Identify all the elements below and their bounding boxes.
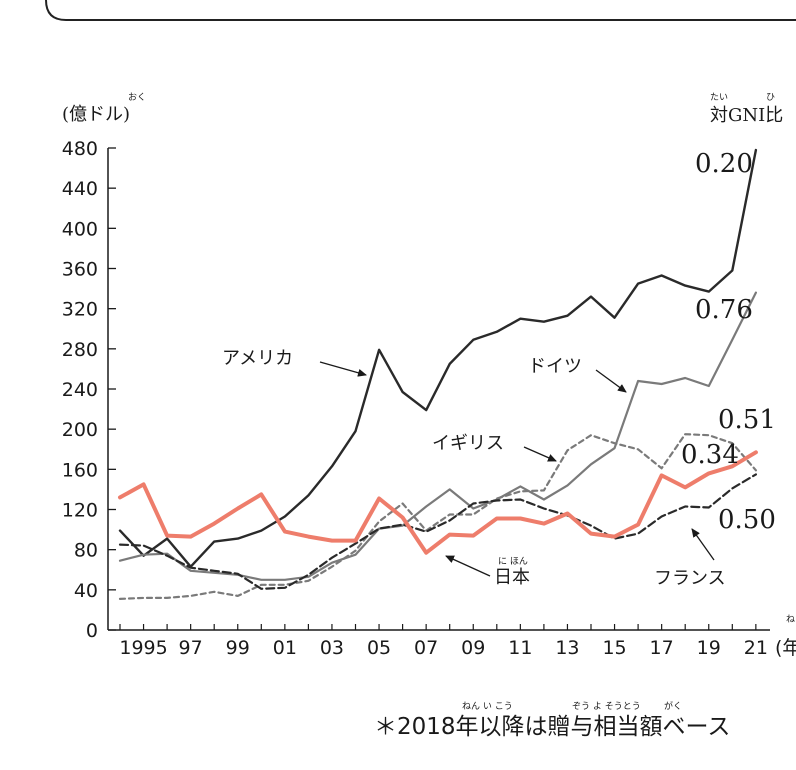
footnote-ruby-1: ねん い こう	[462, 701, 513, 712]
ratio-label-uk: 0.51	[718, 405, 776, 435]
x-tick-label: 01	[273, 637, 297, 659]
ratio-label-japan: 0.34	[681, 440, 739, 470]
y-tick-label: 120	[62, 500, 98, 522]
y-tick-label: 400	[62, 218, 98, 240]
ratio-label-france: 0.50	[718, 505, 776, 535]
x-tick-label: 07	[414, 637, 438, 659]
x-tick-label: 05	[367, 637, 391, 659]
x-tick-label: 03	[320, 637, 344, 659]
ratio-label-usa: 0.20	[695, 149, 753, 179]
label-japan-ruby: に ほん	[498, 556, 528, 567]
right-label-ruby-2: ひ	[766, 92, 775, 103]
x-tick-label: 19	[697, 637, 721, 659]
series-line-2	[118, 433, 758, 601]
x-tick-label: 13	[555, 637, 579, 659]
y-tick-label: 160	[62, 459, 98, 481]
y-tick-label: 200	[62, 419, 98, 441]
top-frame-border	[45, 0, 796, 21]
y-tick-label: 40	[74, 580, 98, 602]
y-tick-label: 240	[62, 379, 98, 401]
y-tick-label: 440	[62, 178, 98, 200]
y-tick-label: 480	[62, 138, 98, 160]
arrow-uk	[523, 446, 557, 462]
ratio-label-germany: 0.76	[695, 295, 753, 325]
arrow-america	[319, 361, 367, 377]
y-axis-unit: (億ドル)	[62, 104, 130, 125]
series-line-4	[118, 450, 758, 555]
gni-ratio-header: 対GNI比	[710, 105, 783, 126]
label-france: フランス	[654, 568, 726, 589]
footnote-text: ＊2018年以降は贈与相当額ベース	[374, 714, 730, 740]
y-axis-ticks: 0 40 80 120 160 200 240 280 320 360 400 440 480	[62, 138, 116, 642]
label-germany: ドイツ	[528, 356, 582, 377]
arrow-france	[691, 528, 715, 561]
x-unit-ruby: ね	[786, 614, 795, 625]
y-tick-label: 0	[86, 620, 98, 642]
footnote-ruby-3: がく	[664, 700, 682, 712]
x-tick-label: 15	[602, 637, 626, 659]
x-tick-label: 17	[650, 637, 674, 659]
x-tick-label: 21	[744, 637, 768, 659]
footnote-ruby-2: ぞう よ そうとう	[572, 701, 641, 712]
x-axis-ticks: 1995 97 99 01 03 05 07 09 11 13 15 17 19 21	[119, 624, 768, 659]
series-line-3	[118, 473, 758, 590]
x-axis-unit: (年	[775, 637, 796, 659]
y-tick-label: 320	[62, 299, 98, 321]
series-lines	[118, 148, 758, 601]
label-america: アメリカ	[222, 348, 293, 369]
x-tick-label: 99	[226, 637, 250, 659]
x-tick-label: 1995	[119, 637, 167, 659]
y-unit-ruby: おく	[128, 92, 146, 103]
label-japan: 日本	[494, 567, 530, 588]
y-tick-label: 360	[62, 259, 98, 281]
x-tick-label: 11	[508, 637, 532, 659]
series-line-1	[118, 291, 758, 581]
right-label-ruby-1: たい	[710, 92, 728, 103]
x-tick-label: 97	[179, 637, 203, 659]
arrow-japan	[445, 555, 491, 577]
y-tick-label: 80	[74, 540, 98, 562]
y-tick-label: 280	[62, 339, 98, 361]
series-line-0	[118, 148, 758, 568]
x-tick-label: 09	[461, 637, 485, 659]
arrow-germany	[595, 369, 627, 393]
label-uk: イギリス	[432, 433, 504, 454]
